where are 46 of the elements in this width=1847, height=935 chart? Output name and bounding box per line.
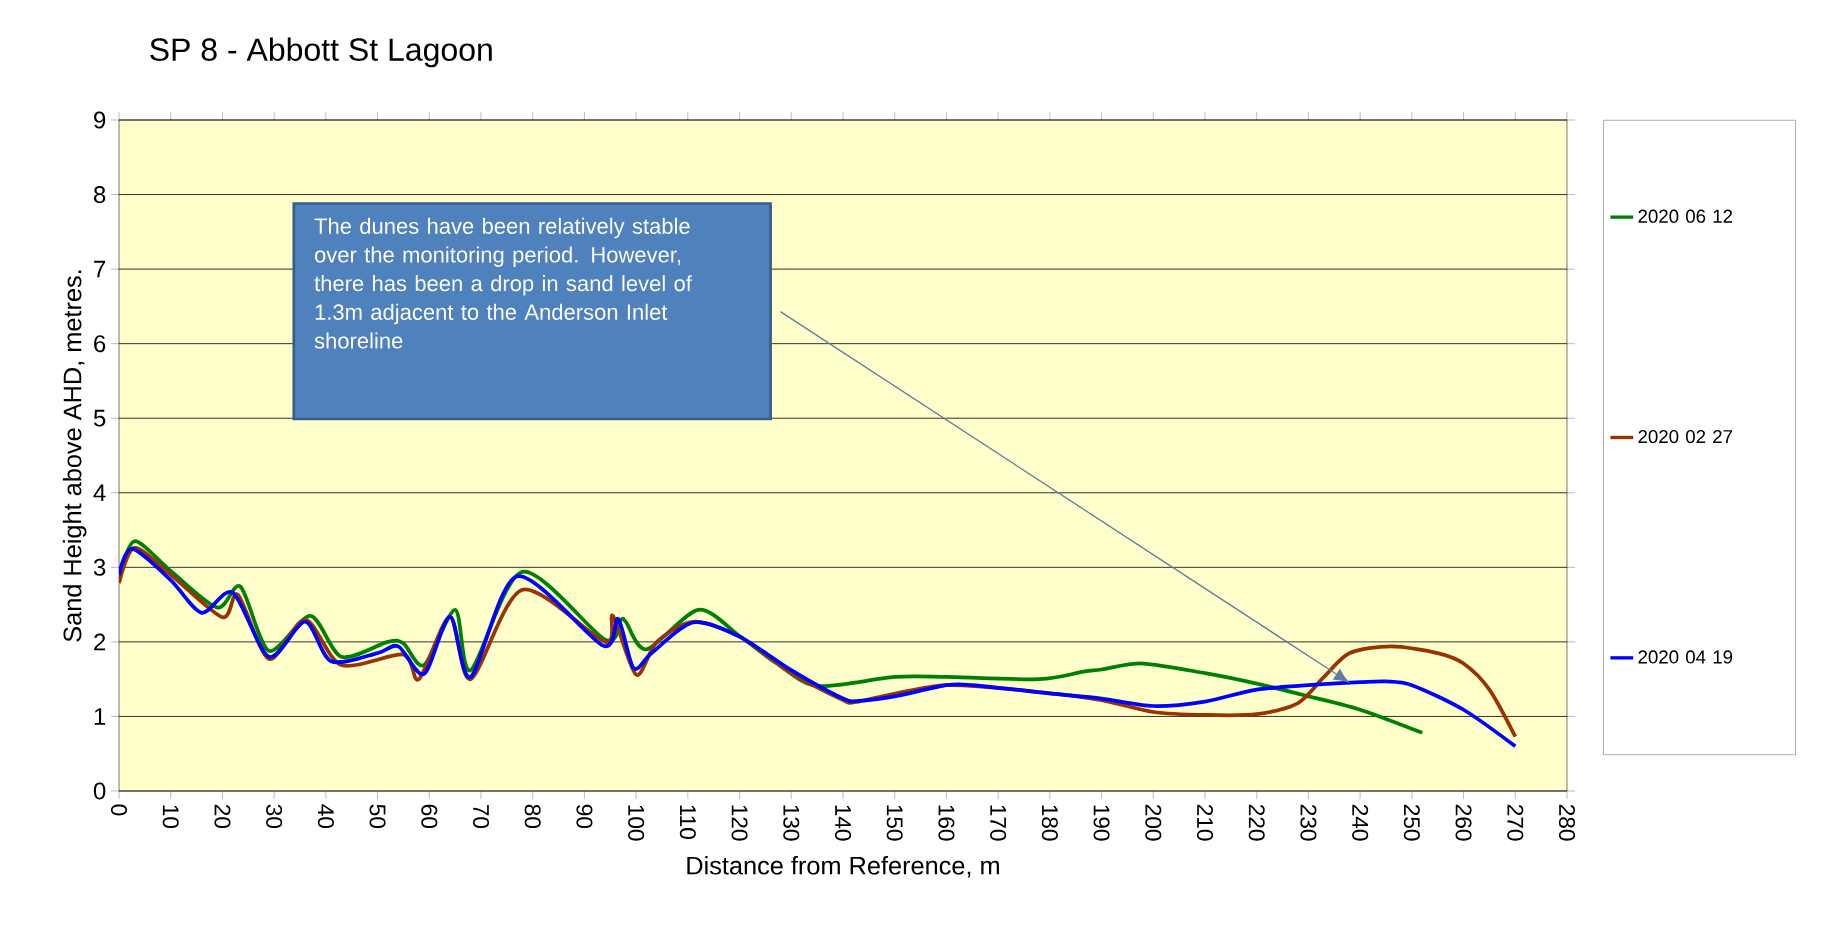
x-tick-label: 50 [369, 804, 386, 829]
x-tick-label: 260 [1455, 804, 1472, 841]
x-tick-label: 20 [214, 804, 231, 829]
x-tick-label: 150 [886, 805, 903, 841]
x-tick-label: 80 [524, 804, 541, 829]
x-axis-title: Distance from Reference, m [687, 856, 999, 878]
x-tick-label: 140 [834, 805, 852, 841]
y-tick-label: 1 [94, 708, 106, 725]
x-tick-label: 10 [162, 805, 179, 829]
y-tick-label: 3 [93, 558, 106, 576]
x-tick-label: 170 [990, 805, 1007, 841]
chart-title: SP 8 - Abbott St Lagoon [150, 37, 492, 68]
x-tick-label: 160 [938, 805, 955, 841]
annotation: The dunes have been relatively stable over the monitoring period. However, there has been a drop in sand level of 1.3m adjacent to the Anderson Inlet shoreline [314, 217, 692, 349]
y-tick-label: 4 [93, 484, 106, 502]
x-tick-label: 200 [1145, 804, 1162, 841]
x-tick-label: 130 [783, 805, 800, 841]
x-tick-label: 110 [679, 805, 696, 839]
x-tick-label: 230 [1300, 804, 1317, 841]
legend-label: 2020 02 27 [1638, 429, 1733, 444]
x-tick-label: 90 [576, 804, 593, 829]
x-tick-label: 280 [1558, 804, 1576, 841]
y-tick-label: 9 [94, 111, 106, 129]
y-tick-label: 5 [93, 409, 106, 427]
x-tick-label: 190 [1093, 805, 1110, 841]
y-tick-label: 7 [94, 260, 106, 278]
x-tick-label: 70 [472, 804, 490, 829]
legend-label: 2020 04 19 [1638, 650, 1733, 664]
x-tick-label: 210 [1196, 804, 1214, 841]
y-axis-title: Sand Height above AHD, metres. [62, 270, 87, 642]
x-tick-label: 0 [110, 804, 128, 816]
x-tick-label: 220 [1248, 804, 1265, 841]
x-tick-label: 250 [1403, 804, 1420, 841]
x-tick-label: 100 [628, 805, 645, 841]
y-tick-label: 2 [94, 633, 106, 651]
y-tick-label: 6 [94, 335, 106, 353]
x-tick-label: 120 [731, 805, 748, 841]
x-tick-label: 270 [1507, 804, 1524, 841]
legend-label: 2020 06 12 [1638, 209, 1733, 223]
x-tick-label: 240 [1352, 804, 1369, 841]
x-tick-label: 60 [421, 804, 438, 829]
y-tick-label: 0 [93, 782, 106, 800]
x-tick-label: 40 [317, 804, 334, 829]
x-tick-label: 180 [1041, 805, 1058, 841]
y-tick-label: 8 [93, 186, 106, 204]
x-tick-label: 30 [266, 804, 283, 829]
